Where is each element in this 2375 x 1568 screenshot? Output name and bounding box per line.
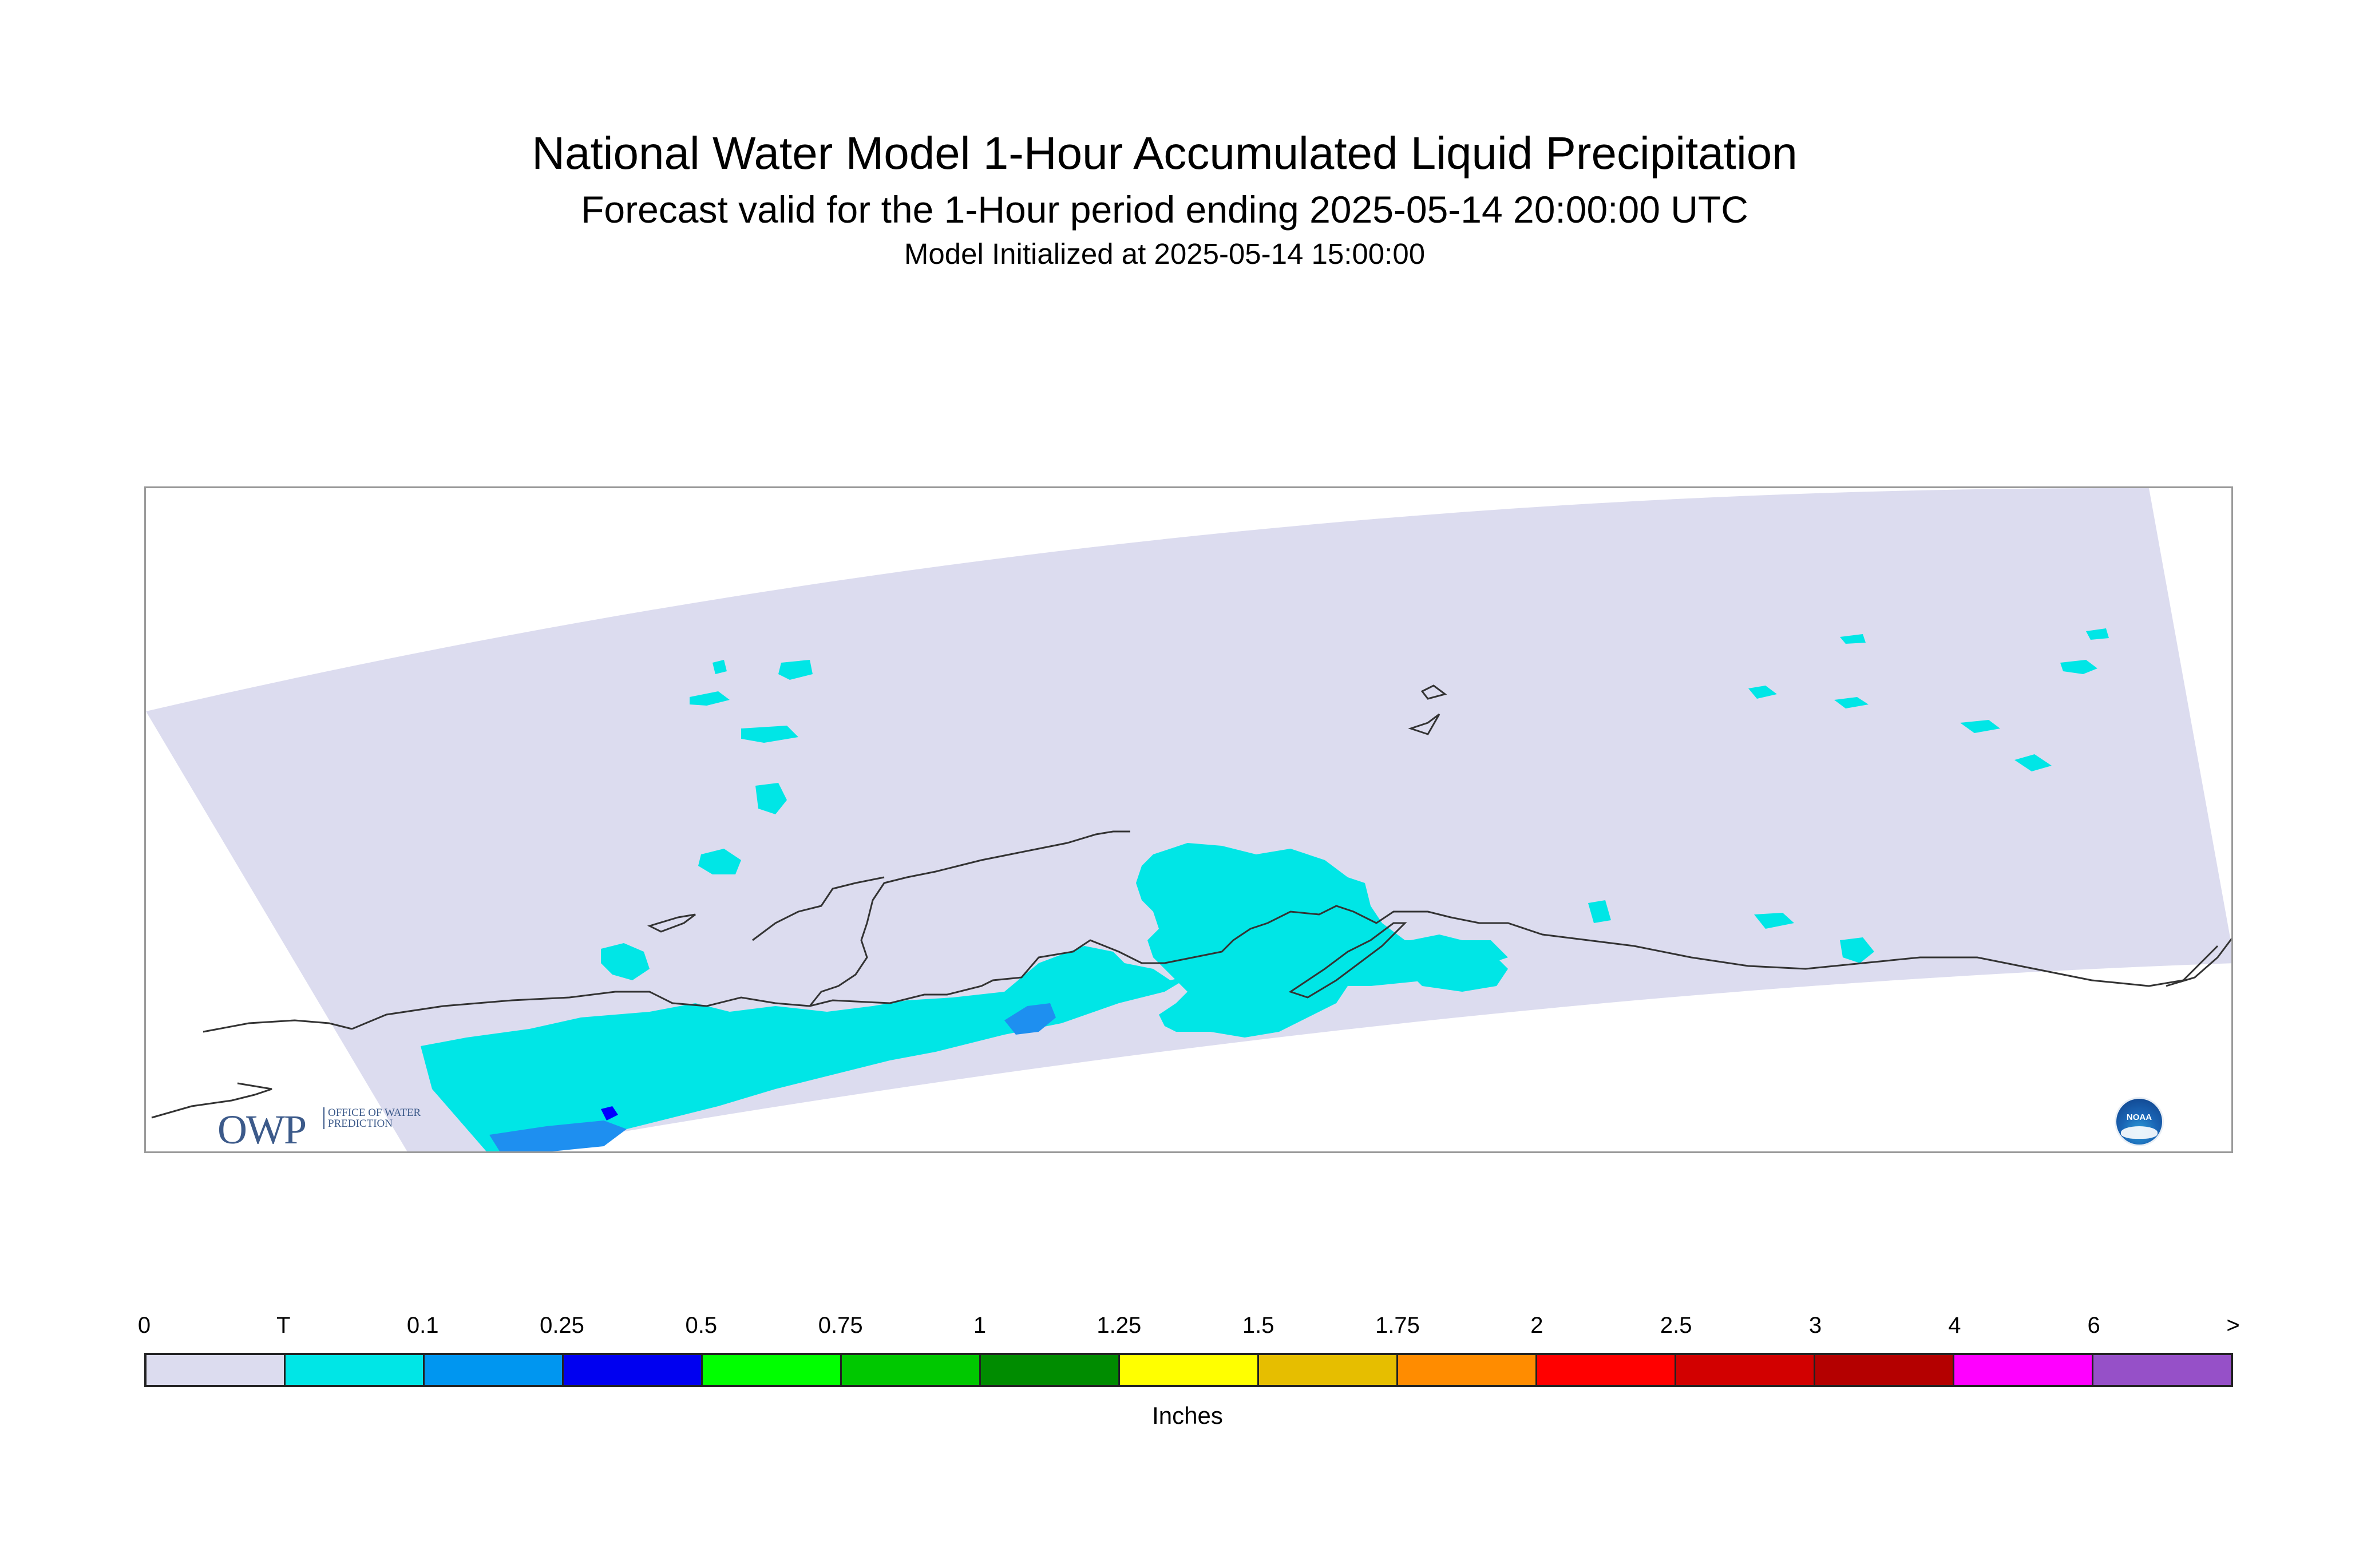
legend-tick-label: 0.5	[685, 1313, 718, 1338]
precip-east-cell-6	[1840, 937, 1874, 963]
precip-east-cell-5	[1748, 686, 1777, 699]
legend-swatch	[564, 1355, 703, 1385]
precip-west-cell-2	[755, 783, 787, 814]
legend-tick-label: 3	[1808, 1313, 1822, 1338]
owp-logo-text: OWP	[217, 1107, 307, 1153]
model-init-subtitle: Model Initialized at 2025-05-14 15:00:00	[904, 237, 1426, 270]
legend-labels: 0 T 0.1 0.25 0.5 0.75 1 1.25 1.5 1.75 2 2.5 3 4 6 >	[0, 1313, 2375, 1341]
precip-north-cell-4	[741, 726, 798, 743]
coastline-nunivak	[647, 913, 696, 933]
legend-tick-label: 0.1	[406, 1313, 439, 1338]
legend-tick-label: 0.75	[818, 1313, 863, 1338]
legend-swatch	[286, 1355, 425, 1385]
legend-tick-label: 1	[973, 1313, 987, 1338]
legend-swatch	[981, 1355, 1120, 1385]
legend-tick-label: 1.25	[1097, 1313, 1142, 1338]
legend-tick-label: 2.5	[1660, 1313, 1692, 1338]
legend-tick-label: 1.75	[1375, 1313, 1420, 1338]
legend-tick-label: 2	[1530, 1313, 1543, 1338]
precip-north-cell-3	[690, 691, 730, 706]
legend-tick-label: 0	[137, 1313, 151, 1338]
precip-east-cell-1	[2060, 660, 2097, 674]
legend-swatch	[1537, 1355, 1676, 1385]
legend-units-label: Inches	[1152, 1402, 1223, 1429]
legend-swatch	[1954, 1355, 2093, 1385]
noaa-logo-text: NOAA	[2126, 1112, 2152, 1122]
legend-swatch	[2093, 1355, 2231, 1385]
forecast-valid-subtitle: Forecast valid for the 1-Hour period end…	[581, 188, 1748, 231]
precip-east-cell-9	[1840, 634, 1866, 644]
precip-east-cell-10	[2086, 628, 2109, 640]
precip-east-cell-4	[1834, 697, 1869, 708]
owp-logo: OWP OFFICE OF WATER PREDICTION	[217, 1106, 421, 1153]
precip-west-cell-3	[698, 849, 741, 874]
coastlines	[151, 684, 2231, 1119]
legend-swatch	[1259, 1355, 1398, 1385]
coastline-alaska-peninsula	[351, 905, 2219, 1030]
legend-color-bar	[144, 1353, 2233, 1387]
legend-swatch	[703, 1355, 842, 1385]
legend-tick-label: T	[276, 1313, 291, 1338]
precip-east-cell-3	[1960, 720, 2000, 733]
precip-north-cell-2	[712, 660, 727, 674]
legend-tick-label: >	[2226, 1313, 2240, 1338]
legend-tick-label: 0.25	[540, 1313, 584, 1338]
legend-swatch	[1815, 1355, 1954, 1385]
legend-swatch	[1120, 1355, 1259, 1385]
legend-tick-label: 1.5	[1242, 1313, 1274, 1338]
precip-east-gulf-area	[1405, 935, 1508, 992]
precip-north-cell-1	[778, 660, 813, 680]
coastline-kuskokwim	[752, 876, 885, 941]
legend-swatch	[147, 1355, 286, 1385]
coastline-east-alaska	[2166, 937, 2231, 987]
owp-logo-subtext: OFFICE OF WATER PREDICTION	[323, 1107, 442, 1129]
precip-moderate-cell-2	[1004, 1003, 1056, 1035]
legend-tick-label: 4	[1948, 1313, 1961, 1338]
precip-trace-areas	[421, 628, 2109, 1151]
precip-east-cell-2	[2014, 754, 2052, 771]
precip-moderate-areas	[489, 1003, 1056, 1151]
precip-moderate-cell-1	[489, 1120, 627, 1151]
precip-heavy-cell	[601, 1106, 618, 1120]
noaa-logo-wave	[2121, 1126, 2158, 1139]
coastline-western-islands	[203, 1019, 353, 1033]
legend-swatch	[1398, 1355, 1537, 1385]
coastline-north-island	[1420, 684, 1447, 700]
coastline-unimak	[151, 1082, 272, 1119]
map-title: National Water Model 1-Hour Accumulated …	[532, 128, 1798, 179]
coastline-kodiak	[1288, 922, 1407, 999]
legend-tick-label: 6	[2087, 1313, 2100, 1338]
map-canvas	[146, 488, 2231, 1151]
precip-east-cell-7	[1754, 913, 1794, 929]
precip-west-cell-1	[601, 943, 650, 980]
precip-east-cell-8	[1588, 900, 1611, 923]
model-domain-area	[146, 488, 2231, 1151]
precipitation-map: OWP OFFICE OF WATER PREDICTION NOAA	[144, 486, 2233, 1153]
noaa-logo-icon: NOAA	[2115, 1097, 2164, 1146]
legend-swatch	[1676, 1355, 1815, 1385]
precip-main-south-area	[421, 946, 1193, 1151]
coastline-st-lawrence-island	[1408, 713, 1440, 735]
legend-swatch	[425, 1355, 564, 1385]
precip-gulf-area	[1136, 843, 1508, 1038]
legend-swatch	[842, 1355, 981, 1385]
coastline-bristol-bay	[809, 830, 1130, 1007]
